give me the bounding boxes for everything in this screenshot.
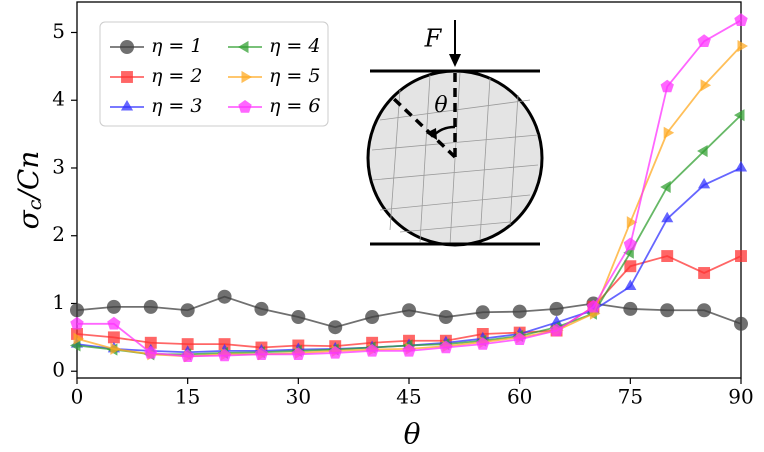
y-tick-label: 4 (52, 87, 65, 111)
data-point (107, 316, 121, 330)
data-point (70, 316, 84, 330)
data-point (513, 332, 527, 345)
y-label-sub: c (24, 199, 46, 210)
data-point (291, 347, 305, 360)
data-point (439, 340, 453, 354)
data-point (735, 250, 747, 263)
data-point (144, 345, 158, 359)
data-point (512, 304, 527, 319)
legend-marker (241, 70, 252, 84)
data-point (661, 250, 674, 263)
data-point (697, 303, 712, 318)
data-point (71, 328, 83, 340)
data-point (402, 343, 416, 357)
y-tick-label: 1 (52, 290, 65, 314)
y-tick-label: 2 (52, 222, 65, 246)
data-point (254, 347, 269, 360)
force-label: F (424, 25, 443, 53)
data-point (110, 342, 121, 355)
data-point (663, 126, 675, 139)
y-tick-label: 0 (52, 358, 65, 382)
data-point (217, 289, 232, 304)
data-point (438, 310, 453, 325)
x-axis-label: θ (404, 418, 421, 451)
data-point (734, 161, 748, 172)
data-point (697, 145, 708, 158)
data-point (586, 299, 601, 313)
x-tick-label: 15 (175, 385, 200, 409)
legend-marker (238, 100, 252, 113)
data-point (700, 79, 712, 92)
y-label-rest: /Cn (12, 151, 45, 203)
data-point (734, 109, 745, 122)
legend-label: η = 3 (151, 95, 202, 117)
data-point (107, 331, 120, 344)
data-point (624, 279, 637, 290)
x-tick-label: 60 (507, 385, 532, 409)
series-line (76, 255, 742, 349)
data-point (328, 320, 343, 335)
data-point (254, 301, 269, 316)
data-point (623, 301, 638, 316)
data-point (549, 323, 564, 337)
y-tick-label: 5 (52, 19, 65, 43)
data-point (181, 338, 194, 351)
data-point (660, 79, 674, 93)
angle-label: θ (434, 93, 447, 118)
inset-diagram (366, 20, 544, 247)
data-point (106, 299, 121, 314)
data-point (697, 34, 711, 47)
x-tick-label: 75 (618, 385, 643, 409)
legend-marker (120, 40, 134, 54)
data-point (624, 260, 637, 273)
legend-label: η = 4 (269, 35, 320, 57)
legend-label: η = 1 (151, 35, 202, 57)
data-point (734, 316, 748, 331)
data-point (365, 343, 379, 357)
data-point (328, 345, 342, 359)
y-axis-label: σc/Cn (12, 151, 47, 230)
x-tick-label: 90 (728, 385, 753, 409)
data-point (73, 332, 84, 345)
series (70, 289, 748, 335)
data-point (661, 211, 674, 223)
data-point (660, 180, 671, 193)
data-point (476, 337, 490, 350)
series (71, 250, 747, 354)
legend-marker (121, 71, 133, 83)
data-point (144, 336, 157, 349)
data-point (623, 237, 637, 251)
legend-marker (120, 100, 134, 111)
x-tick-label: 30 (286, 385, 311, 409)
legend-box (99, 21, 329, 127)
legend-label: η = 5 (269, 65, 320, 87)
data-point (217, 348, 232, 362)
data-point (402, 303, 416, 318)
data-point (626, 216, 638, 229)
series (70, 13, 748, 362)
data-point (698, 267, 711, 279)
data-point (737, 40, 748, 53)
legend-marker (238, 40, 249, 54)
data-point (660, 303, 675, 318)
y-tick-label: 3 (52, 154, 65, 178)
x-tick-label: 0 (71, 385, 84, 409)
legend-label: η = 2 (151, 65, 202, 87)
y-label-base: σ (12, 209, 45, 229)
data-point (180, 303, 195, 318)
data-point (549, 301, 564, 316)
data-point (70, 303, 84, 318)
data-point (291, 310, 306, 325)
data-point (181, 349, 195, 362)
data-point (734, 13, 748, 26)
x-tick-label: 45 (396, 385, 421, 409)
data-point (698, 177, 711, 189)
data-point (70, 339, 81, 352)
data-point (475, 305, 490, 320)
data-point (365, 310, 380, 325)
legend-label: η = 6 (269, 95, 320, 117)
data-point (143, 299, 158, 314)
